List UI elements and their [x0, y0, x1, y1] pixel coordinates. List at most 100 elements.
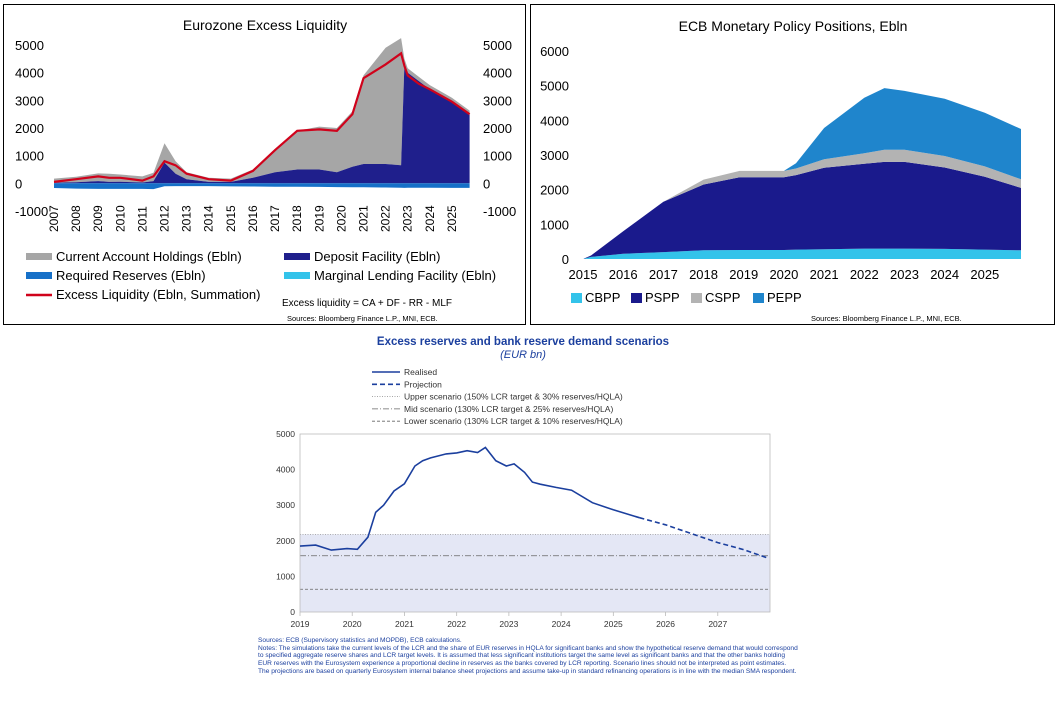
chart1-y-tick-right: -1000	[483, 204, 516, 219]
chart1-area-required-reserves	[54, 183, 470, 190]
chart3-realised-line	[299, 446, 640, 551]
chart2-x-tick: 2016	[609, 267, 638, 282]
chart1-x-tick: 2008	[69, 205, 83, 232]
chart2-x-tick: 2021	[810, 267, 839, 282]
chart3-x-tick: 2025	[604, 619, 623, 629]
chart2-x-tick: 2022	[850, 267, 879, 282]
chart3-legend-label: Realised	[404, 367, 437, 377]
chart2-y-tick: 6000	[540, 44, 569, 59]
chart1-y-tick-right: 4000	[483, 66, 512, 81]
chart1-legend-swatch	[284, 272, 310, 279]
chart1-y-tick-left: 4000	[15, 66, 44, 81]
ecb-positions-chart: ECB Monetary Policy Positions, Ebln 6000 5…	[540, 18, 1021, 323]
chart1-line-excess-liquidity	[53, 51, 471, 183]
chart2-x-tick: 2025	[970, 267, 999, 282]
chart2-area-cspp	[583, 149, 1021, 259]
chart3-scenario-band	[300, 534, 770, 612]
chart1-x-tick: 2016	[246, 205, 260, 232]
chart2-title: ECB Monetary Policy Positions, Ebln	[679, 18, 908, 34]
chart1-x-tick: 2024	[423, 205, 437, 232]
chart1-y-tick-left: 0	[15, 176, 22, 191]
chart1-x-tick: 2015	[224, 205, 238, 232]
chart1-x-tick: 2023	[401, 205, 415, 232]
chart1-y-tick-right: 1000	[483, 149, 512, 164]
chart3-y-tick: 0	[290, 607, 295, 617]
chart1-x-tick: 2007	[47, 205, 61, 232]
chart3-legend-label: Mid scenario (130% LCR target & 25% rese…	[404, 404, 613, 414]
chart1-x-tick: 2010	[113, 205, 127, 232]
chart2-area-pepp	[583, 88, 1021, 259]
chart1-x-tick: 2011	[135, 206, 149, 232]
chart1-source: Sources: Bloomberg Finance L.P., MNI, EC…	[287, 314, 438, 323]
chart1-x-tick: 2012	[158, 205, 172, 232]
chart1-legend-label: Excess Liquidity (Ebln, Summation)	[56, 287, 260, 302]
chart1-x-tick: 2022	[379, 205, 393, 232]
chart1-y-tick-left: 2000	[15, 121, 44, 136]
notes-block: Sources: ECB (Supervisory statistics and…	[258, 637, 798, 676]
chart1-legend-swatch	[26, 272, 52, 279]
chart3-x-tick: 2019	[291, 619, 310, 629]
chart2-legend-swatch	[571, 293, 582, 303]
chart1-y-tick-left: 1000	[15, 149, 44, 164]
chart3-notes: Notes: The simulations take the current …	[258, 644, 798, 675]
chart2-y-tick: 1000	[540, 217, 569, 232]
chart2-y-tick: 2000	[540, 183, 569, 198]
chart1-area-current-account	[54, 38, 470, 183]
chart3-x-tick: 2023	[499, 619, 518, 629]
chart3-y-tick: 1000	[276, 571, 295, 581]
chart3-y-tick: 2000	[276, 536, 295, 546]
chart3-x-tick: 2020	[343, 619, 362, 629]
chart2-x-tick: 2017	[649, 267, 678, 282]
chart2-y-tick: 4000	[540, 113, 569, 128]
chart3-y-tick: 4000	[276, 465, 295, 475]
chart2-legend-label: CSPP	[705, 290, 740, 305]
chart1-x-tick: 2017	[268, 205, 282, 232]
chart2-area-pspp	[583, 161, 1021, 259]
chart2-x-tick: 2019	[729, 267, 758, 282]
chart2-y-tick: 3000	[540, 148, 569, 163]
chart1-x-tick: 2018	[290, 205, 304, 232]
chart1-y-tick-right: 0	[483, 176, 490, 191]
chart2-source: Sources: Bloomberg Finance L.P., MNI, EC…	[811, 314, 962, 323]
chart1-y-tick-left: 3000	[15, 93, 44, 108]
chart1-y-tick-right: 2000	[483, 121, 512, 136]
chart1-x-tick: 2009	[91, 205, 105, 232]
chart3-legend-label: Projection	[404, 379, 442, 389]
chart2-x-tick: 2024	[930, 267, 959, 282]
chart1-x-tick: 2013	[180, 205, 194, 232]
chart1-legend-label: Current Account Holdings (Ebln)	[56, 249, 242, 264]
chart3-y-tick: 3000	[276, 500, 295, 510]
chart3-x-tick: 2021	[395, 619, 414, 629]
chart3-source: Sources: ECB (Supervisory statistics and…	[258, 637, 462, 644]
chart1-area-deposit-facility	[54, 64, 470, 184]
chart2-legend-label: CBPP	[585, 290, 620, 305]
chart1-x-tick: 2020	[334, 205, 348, 232]
chart2-y-tick: 0	[562, 252, 569, 267]
chart2-legend-swatch	[691, 293, 702, 303]
chart3-plot-frame	[299, 433, 771, 613]
chart3-projection-line	[639, 516, 768, 559]
chart2-y-tick: 5000	[540, 79, 569, 94]
chart1-y-tick-left: -1000	[15, 204, 48, 219]
chart3-legend-label: Upper scenario (150% LCR target & 30% re…	[404, 392, 623, 402]
chart1-legend-swatch	[284, 253, 310, 260]
chart1-legend-label: Deposit Facility (Ebln)	[314, 249, 440, 264]
chart2-x-tick: 2018	[689, 267, 718, 282]
chart1-y-tick-left: 5000	[15, 38, 44, 53]
chart2-x-tick: 2023	[890, 267, 919, 282]
chart1-annotation: Excess liquidity = CA + DF - RR - MLF	[282, 298, 452, 309]
chart3-title: Excess reserves and bank reserve demand …	[377, 336, 669, 348]
chart2-x-tick: 2015	[569, 267, 598, 282]
chart3-y-tick: 5000	[276, 429, 295, 439]
chart3-x-tick: 2024	[552, 619, 571, 629]
chart1-legend-label: Marginal Lending Facility (Ebln)	[314, 268, 496, 283]
excess-liquidity-panel: Eurozone Excess Liquidity 5000 5000 4000 400…	[3, 4, 526, 325]
chart1-x-tick: 2019	[312, 205, 326, 232]
chart1-x-tick: 2021	[356, 205, 370, 232]
chart2-legend-swatch	[631, 293, 642, 303]
ecb-positions-panel: ECB Monetary Policy Positions, Ebln 6000 5…	[530, 4, 1055, 325]
chart1-y-tick-right: 5000	[483, 38, 512, 53]
chart1-legend-swatch	[26, 253, 52, 260]
chart3-x-tick: 2027	[708, 619, 727, 629]
